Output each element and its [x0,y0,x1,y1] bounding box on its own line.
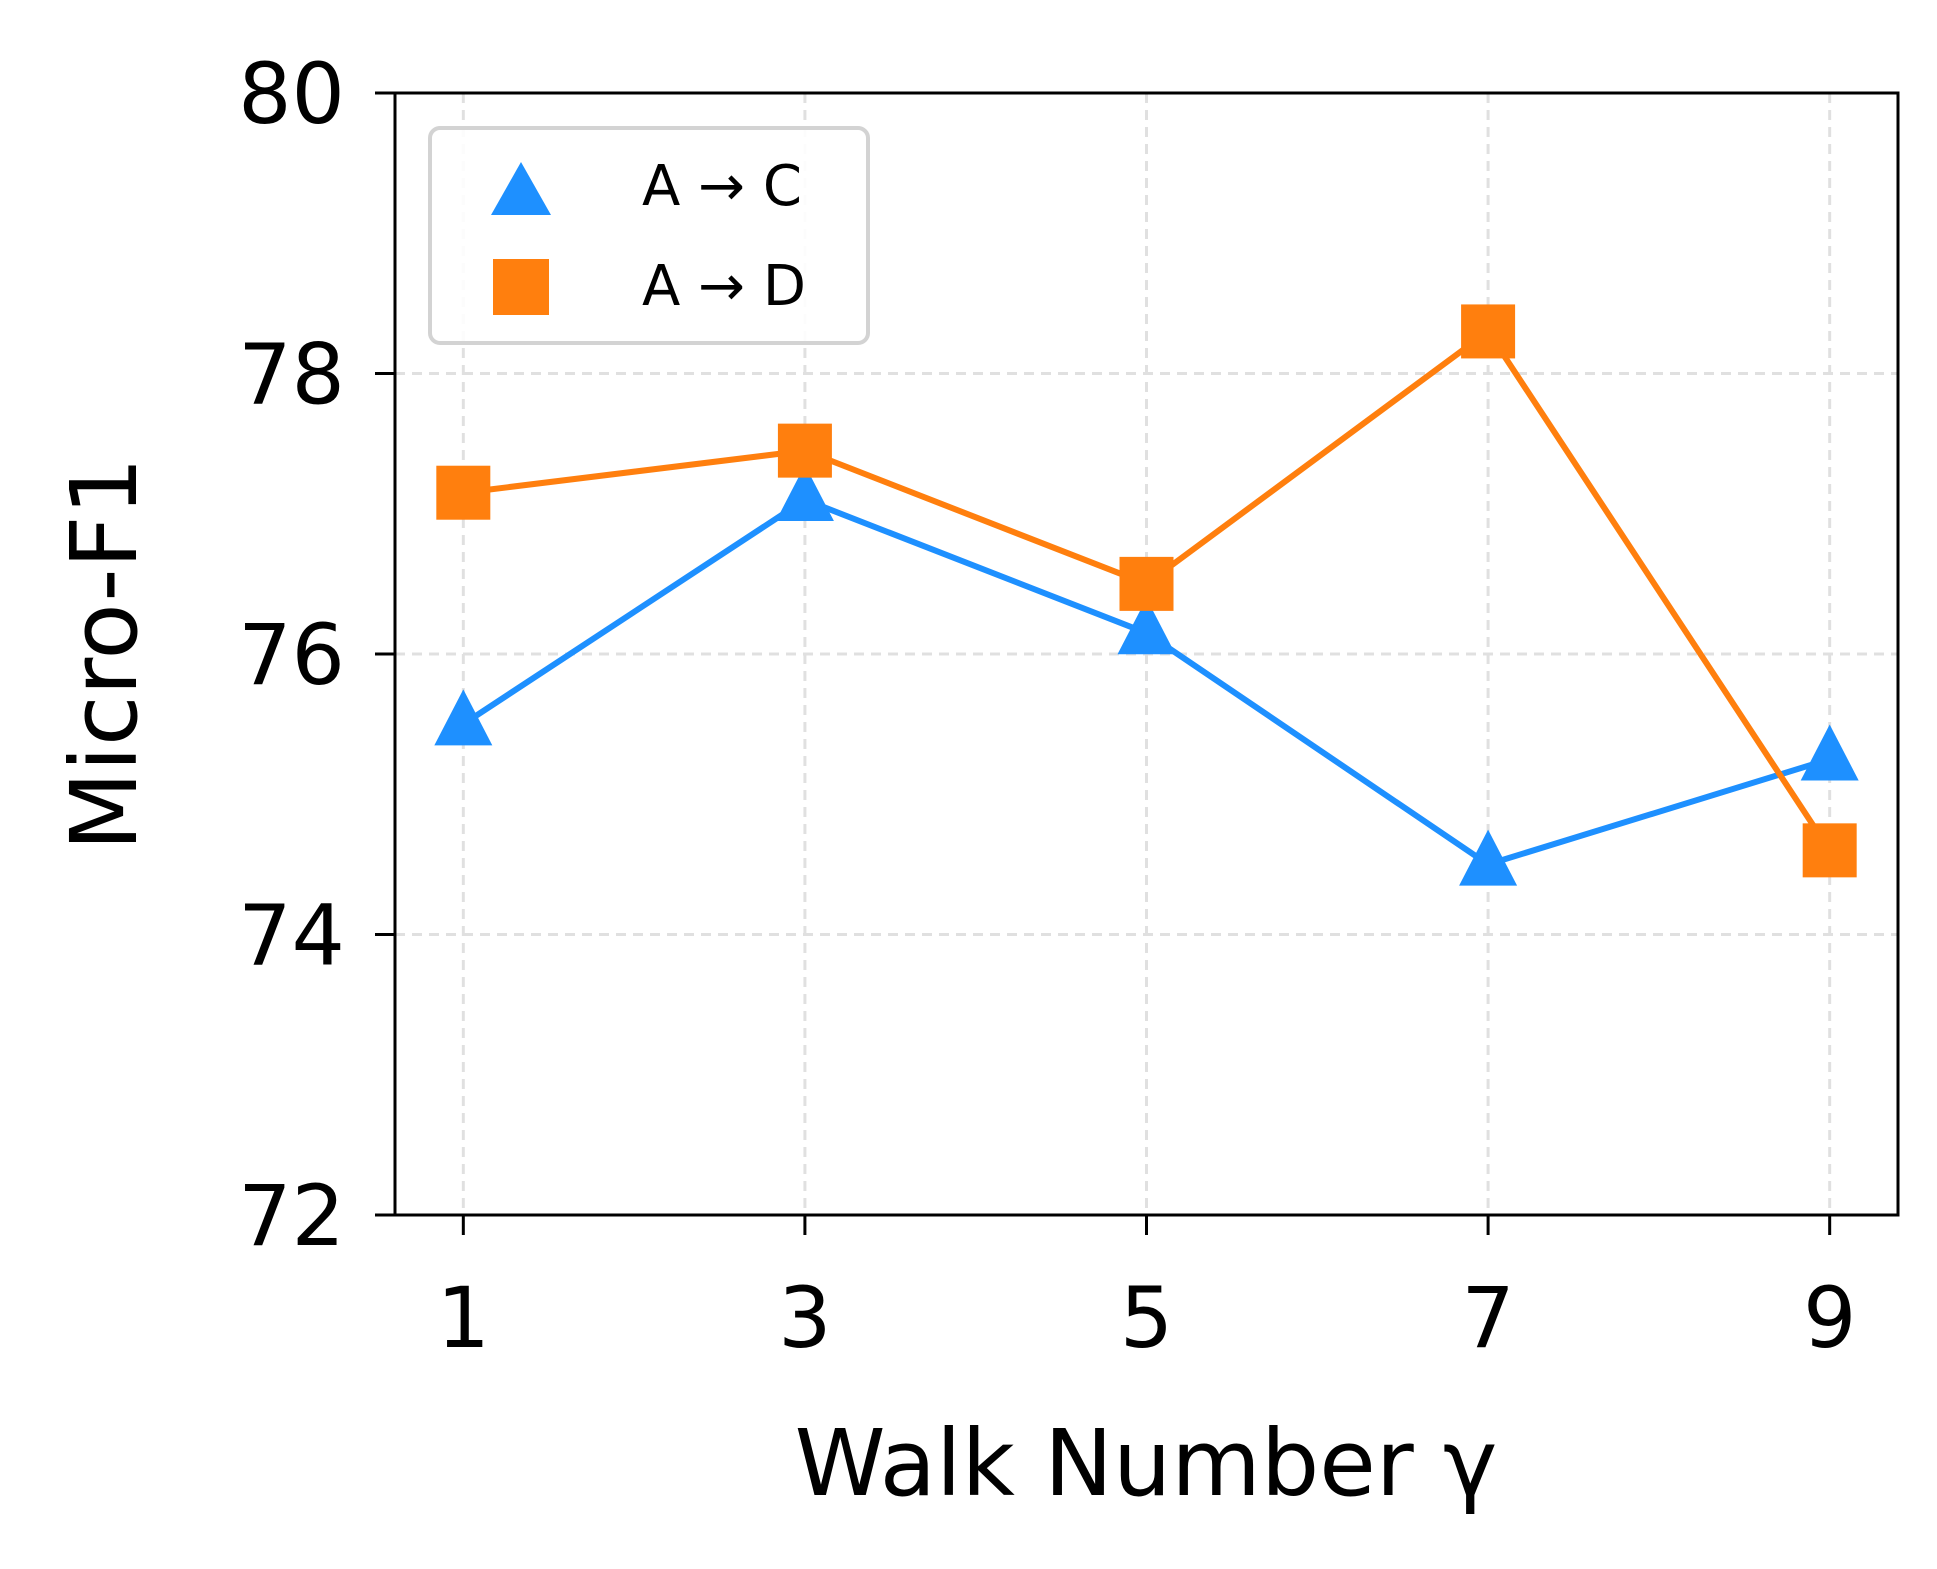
legend-label-a-c: A → C [642,154,802,219]
square-marker [1802,823,1857,878]
legend-label-a-d: A → D [642,254,806,319]
square-marker [1119,556,1174,611]
y-tick-label: 80 [238,45,345,143]
square-marker [436,465,491,520]
y-axis: 72 74 76 78 80 [238,45,395,1265]
x-tick-label: 9 [1803,1269,1856,1367]
legend-triangle-marker [491,162,551,215]
y-axis-title: Micro-F1 [51,457,158,851]
y-tick-label: 72 [238,1167,345,1265]
triangle-marker [775,465,834,522]
x-axis-title: Walk Number γ [795,1410,1498,1517]
legend-square-marker [493,259,549,315]
legend: A → C A → D [428,126,870,345]
y-tick-label: 76 [238,606,345,704]
x-axis: 1 3 5 7 9 [437,1215,1856,1367]
square-marker [1461,304,1516,359]
x-tick-label: 3 [778,1269,831,1367]
x-tick-label: 7 [1461,1269,1514,1367]
y-tick-label: 74 [238,887,345,985]
y-tick-label: 78 [238,326,345,424]
triangle-marker [1459,829,1518,886]
series-markers [434,304,1859,886]
square-marker [777,423,832,478]
triangle-marker [1117,598,1176,655]
x-tick-label: 5 [1120,1269,1173,1367]
x-tick-label: 1 [437,1269,490,1367]
triangle-marker [434,689,493,746]
triangle-marker [1800,724,1859,781]
